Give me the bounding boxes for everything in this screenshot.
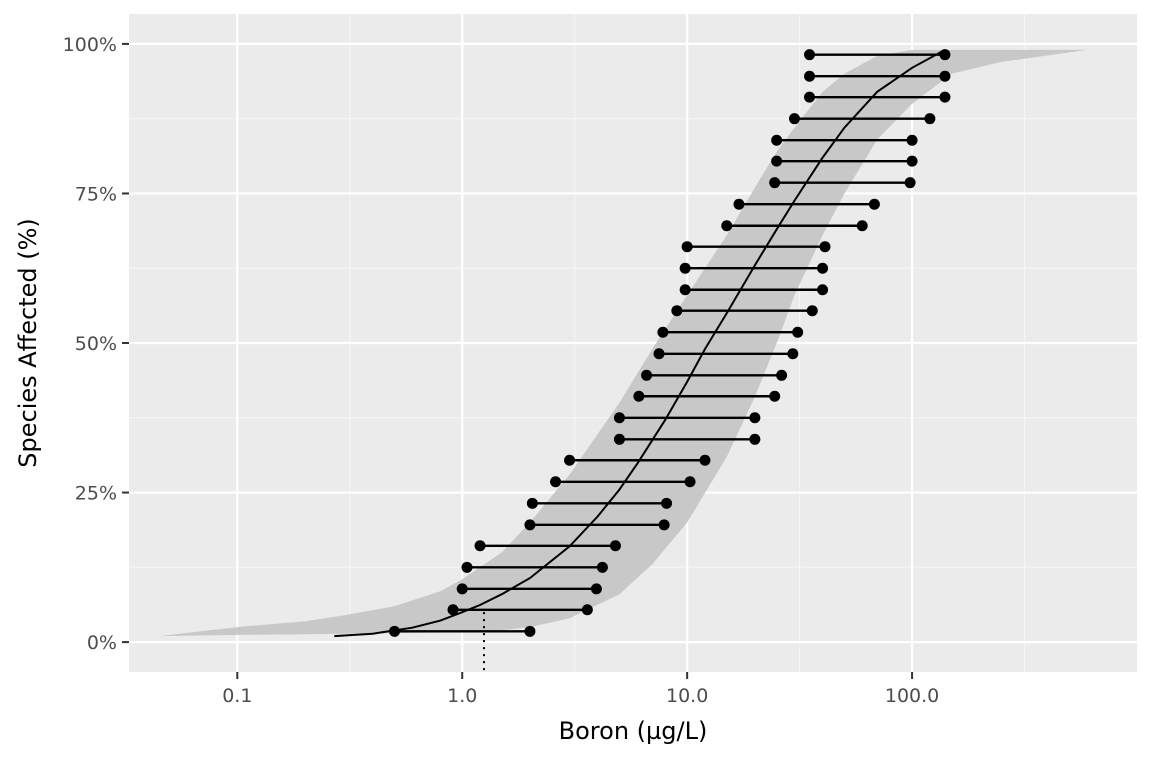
interval-upper-point <box>939 49 951 61</box>
interval-upper-point <box>904 177 916 189</box>
fitted-curve <box>334 49 946 638</box>
interval-lower-point <box>657 326 669 338</box>
interval-upper-point <box>609 540 621 552</box>
y-tick-label: 0% <box>87 632 117 654</box>
interval-lower-point <box>447 604 459 616</box>
x-tick-label: 0.1 <box>222 685 252 707</box>
interval-lower-point <box>461 561 473 573</box>
interval-lower-point <box>474 540 486 552</box>
y-axis-title: Species Affected (%) <box>14 218 42 467</box>
interval-upper-point <box>792 326 804 338</box>
interval-upper-point <box>939 91 951 103</box>
interval-upper-point <box>939 70 951 82</box>
interval-upper-point <box>581 604 593 616</box>
interval-lower-point <box>524 519 536 531</box>
y-tick-label: 100% <box>63 34 117 56</box>
interval-upper-point <box>806 305 818 317</box>
interval-lower-point <box>721 220 733 232</box>
interval-lower-point <box>804 49 816 61</box>
interval-lower-point <box>550 476 562 488</box>
interval-upper-point <box>699 454 711 466</box>
interval-upper-point <box>924 113 936 125</box>
interval-upper-point <box>590 583 602 595</box>
interval-lower-point <box>769 177 781 189</box>
interval-lower-point <box>681 241 693 253</box>
y-tick-label: 50% <box>75 333 117 355</box>
interval-upper-point <box>868 198 880 210</box>
interval-lower-point <box>679 262 691 274</box>
x-tick-label: 1.0 <box>447 685 477 707</box>
interval-lower-point <box>526 497 538 509</box>
interval-upper-point <box>856 220 868 232</box>
interval-lower-point <box>613 433 625 445</box>
hazard-concentration-marker <box>483 612 486 672</box>
confidence-band <box>159 49 1088 637</box>
interval-lower-point <box>653 348 665 360</box>
interval-upper-point <box>817 284 829 296</box>
interval-lower-point <box>633 390 645 402</box>
interval-lower-point <box>804 91 816 103</box>
interval-lower-point <box>671 305 683 317</box>
interval-lower-point <box>641 369 653 381</box>
interval-upper-point <box>906 155 918 167</box>
interval-lower-point <box>804 70 816 82</box>
interval-lower-point <box>788 113 800 125</box>
interval-lower-point <box>771 134 783 146</box>
interval-lower-point <box>456 583 468 595</box>
interval-upper-point <box>524 625 536 637</box>
interval-lower-point <box>771 155 783 167</box>
interval-lower-point <box>613 412 625 424</box>
y-axis-ticks: 0% 25% 50% 75% 100% <box>63 34 129 654</box>
x-axis-ticks: 0.1 1.0 10.0 100.0 <box>222 672 939 707</box>
interval-upper-point <box>596 561 608 573</box>
interval-series <box>389 49 951 637</box>
interval-upper-point <box>684 476 696 488</box>
interval-lower-point <box>733 198 745 210</box>
interval-upper-point <box>661 497 673 509</box>
x-axis-title: Boron (µg/L) <box>559 717 708 745</box>
interval-lower-point <box>679 284 691 296</box>
x-tick-label: 100.0 <box>885 685 939 707</box>
interval-upper-point <box>749 412 761 424</box>
interval-upper-point <box>776 369 788 381</box>
interval-upper-point <box>769 390 781 402</box>
interval-lower-point <box>389 625 401 637</box>
x-tick-label: 10.0 <box>666 685 708 707</box>
interval-upper-point <box>749 433 761 445</box>
y-tick-label: 75% <box>75 183 117 205</box>
interval-upper-point <box>819 241 831 253</box>
y-tick-label: 25% <box>75 483 117 505</box>
interval-lower-point <box>564 454 576 466</box>
interval-upper-point <box>817 262 829 274</box>
interval-upper-point <box>906 134 918 146</box>
interval-upper-point <box>658 519 670 531</box>
interval-upper-point <box>787 348 799 360</box>
